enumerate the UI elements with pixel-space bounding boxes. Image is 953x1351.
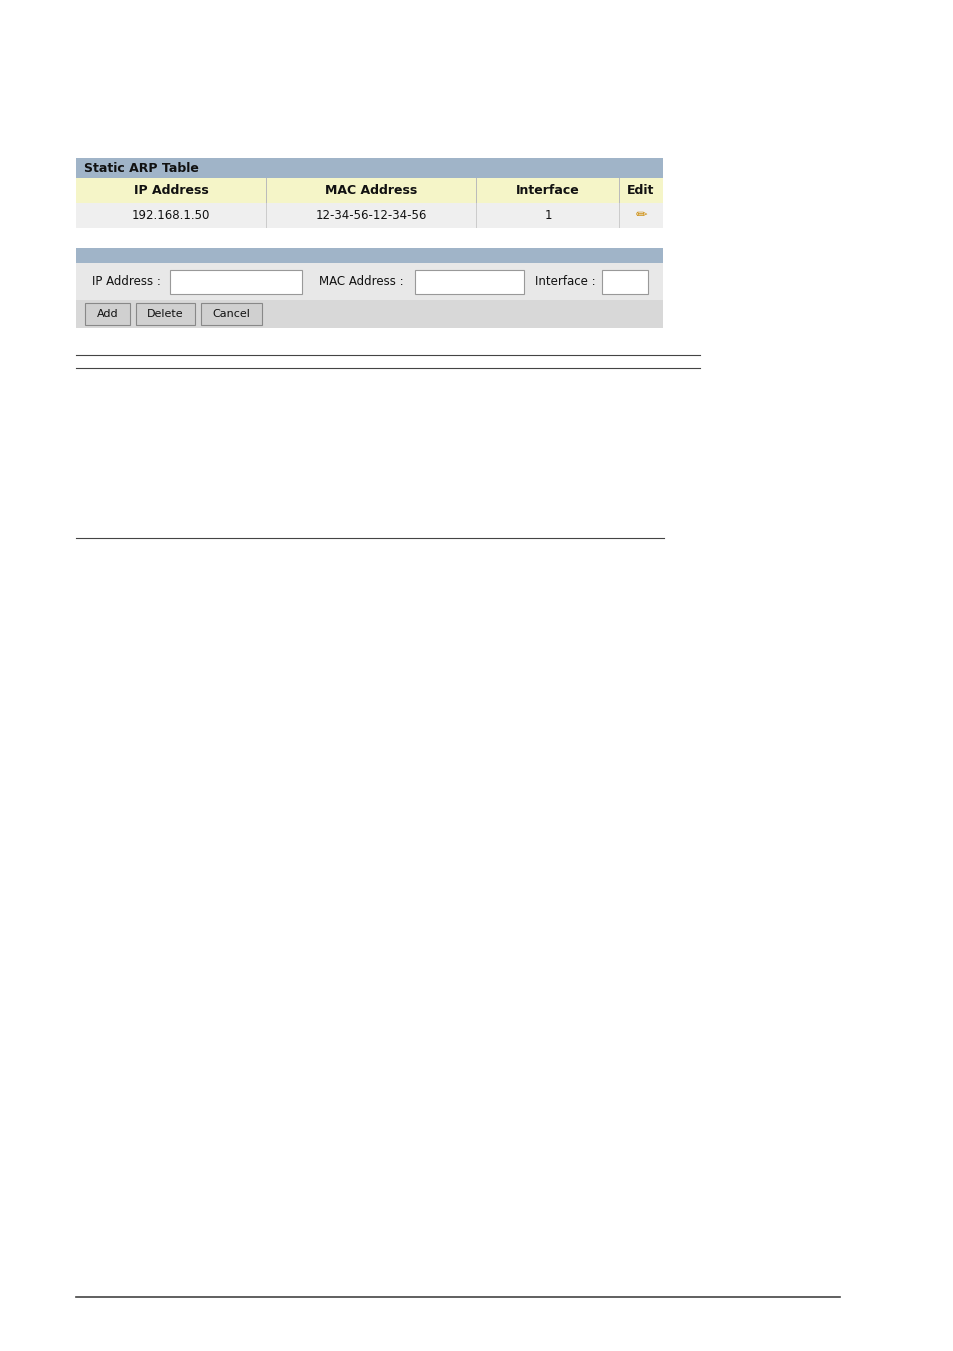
Bar: [76, 158, 662, 178]
Text: IP Address :: IP Address :: [92, 276, 161, 288]
Bar: [618, 178, 619, 203]
Text: Interface :: Interface :: [534, 276, 595, 288]
Text: 192.168.1.50: 192.168.1.50: [132, 209, 210, 222]
Text: MAC Address :: MAC Address :: [319, 276, 403, 288]
Text: IP Address: IP Address: [133, 184, 208, 197]
Bar: [415, 270, 523, 293]
Bar: [201, 304, 262, 324]
Bar: [170, 270, 302, 293]
Bar: [76, 263, 662, 300]
Text: Static ARP Table: Static ARP Table: [84, 162, 198, 174]
Text: Delete: Delete: [147, 309, 184, 319]
Text: Edit: Edit: [627, 184, 654, 197]
Text: Add: Add: [96, 309, 118, 319]
Bar: [136, 304, 194, 324]
Text: Interface: Interface: [516, 184, 579, 197]
Bar: [266, 178, 267, 203]
Text: 12-34-56-12-34-56: 12-34-56-12-34-56: [315, 209, 426, 222]
Bar: [76, 178, 662, 203]
Text: MAC Address: MAC Address: [325, 184, 416, 197]
Bar: [76, 203, 662, 228]
Bar: [76, 249, 662, 263]
Bar: [76, 300, 662, 328]
Bar: [618, 203, 619, 228]
Text: ✏: ✏: [635, 208, 646, 223]
Bar: [266, 203, 267, 228]
Text: Cancel: Cancel: [213, 309, 251, 319]
Bar: [601, 270, 647, 293]
Bar: [85, 304, 130, 324]
Text: 1: 1: [543, 209, 551, 222]
